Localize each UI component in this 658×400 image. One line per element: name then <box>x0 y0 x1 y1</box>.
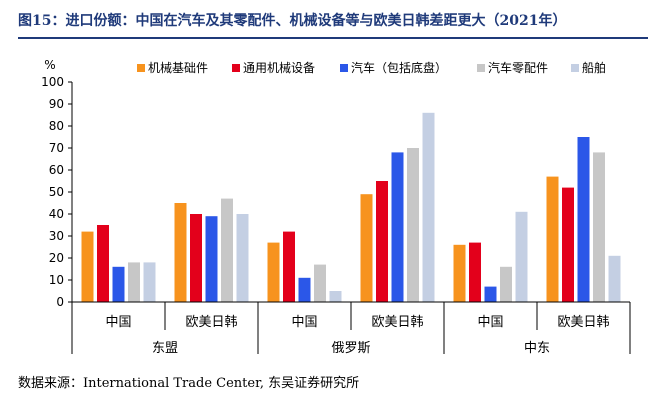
bar-4-5 <box>500 266 512 302</box>
y-tick-label: 0 <box>56 295 64 309</box>
bar-2-1 <box>97 225 109 302</box>
x-tick-label: 欧美日韩 <box>185 315 237 330</box>
bar-5-3 <box>329 291 342 302</box>
y-tick-label: 100 <box>41 75 64 89</box>
legend-swatch-4 <box>477 64 485 72</box>
y-tick-label: 20 <box>49 251 64 265</box>
x-tick-label: 欧美日韩 <box>557 315 609 330</box>
bar-1-2 <box>174 203 187 302</box>
bar-5-5 <box>515 211 528 302</box>
group-label: 东盟 <box>152 341 178 356</box>
bar-4-3 <box>314 264 326 302</box>
bar-3-6 <box>577 137 590 302</box>
group-label: 中东 <box>524 341 550 356</box>
bar-5-2 <box>236 214 249 302</box>
bar-4-1 <box>128 262 140 302</box>
legend-label-4: 汽车零配件 <box>488 60 548 75</box>
source-note: 数据来源：International Trade Center, 东吴证券研究所 <box>18 376 360 391</box>
bar-2-3 <box>283 231 295 302</box>
bar-2-2 <box>190 214 202 302</box>
bar-3-1 <box>112 266 125 302</box>
legend-label-1: 机械基础件 <box>148 60 208 75</box>
legend-label-3: 汽车（包括底盘） <box>351 60 447 75</box>
bar-5-4 <box>422 112 435 302</box>
bar-5-1 <box>143 262 156 302</box>
bar-1-3 <box>267 242 280 302</box>
legend-swatch-1 <box>137 64 145 72</box>
legend-swatch-5 <box>571 64 579 72</box>
y-tick-label: 50 <box>49 185 64 199</box>
x-tick-label: 中国 <box>477 315 503 330</box>
y-tick-label: 90 <box>49 97 64 111</box>
y-tick-label: 80 <box>49 119 64 133</box>
bar-3-4 <box>391 152 404 302</box>
bar-5-6 <box>608 255 621 302</box>
y-tick-label: 60 <box>49 163 64 177</box>
bar-1-6 <box>546 176 559 302</box>
bar-1-5 <box>453 244 466 302</box>
figure-title: 图15：进口份额：中国在汽车及其零配件、机械设备等与欧美日韩差距更大（2021年… <box>18 13 567 29</box>
bar-1-1 <box>81 231 94 302</box>
bar-4-2 <box>221 198 233 302</box>
bar-3-3 <box>298 277 311 302</box>
title-rule <box>18 37 648 39</box>
x-tick-label: 中国 <box>291 315 317 330</box>
legend-swatch-3 <box>340 64 348 72</box>
bar-4-4 <box>407 148 419 302</box>
y-tick-label: 30 <box>49 229 64 243</box>
bar-3-2 <box>205 216 218 302</box>
bar-4-6 <box>593 152 605 302</box>
bar-2-5 <box>469 242 481 302</box>
group-label: 俄罗斯 <box>331 341 370 356</box>
bar-chart: % 0 10 20 30 40 50 60 70 80 90 100 中国 欧美日韩 中国 欧美日韩 中国 欧美日… <box>41 58 631 356</box>
legend-label-5: 船舶 <box>582 60 606 75</box>
bar-3-5 <box>484 286 497 302</box>
y-tick-label: 10 <box>49 273 64 287</box>
x-tick-label: 中国 <box>105 315 131 330</box>
bar-1-4 <box>360 194 373 302</box>
bar-2-4 <box>376 181 388 302</box>
legend-swatch-2 <box>232 64 240 72</box>
x-tick-label: 欧美日韩 <box>371 315 423 330</box>
y-tick-label: 40 <box>49 207 64 221</box>
y-axis-unit-label: % <box>44 58 55 72</box>
y-tick-label: 70 <box>49 141 64 155</box>
legend-label-2: 通用机械设备 <box>243 60 315 75</box>
bar-2-6 <box>562 187 574 302</box>
